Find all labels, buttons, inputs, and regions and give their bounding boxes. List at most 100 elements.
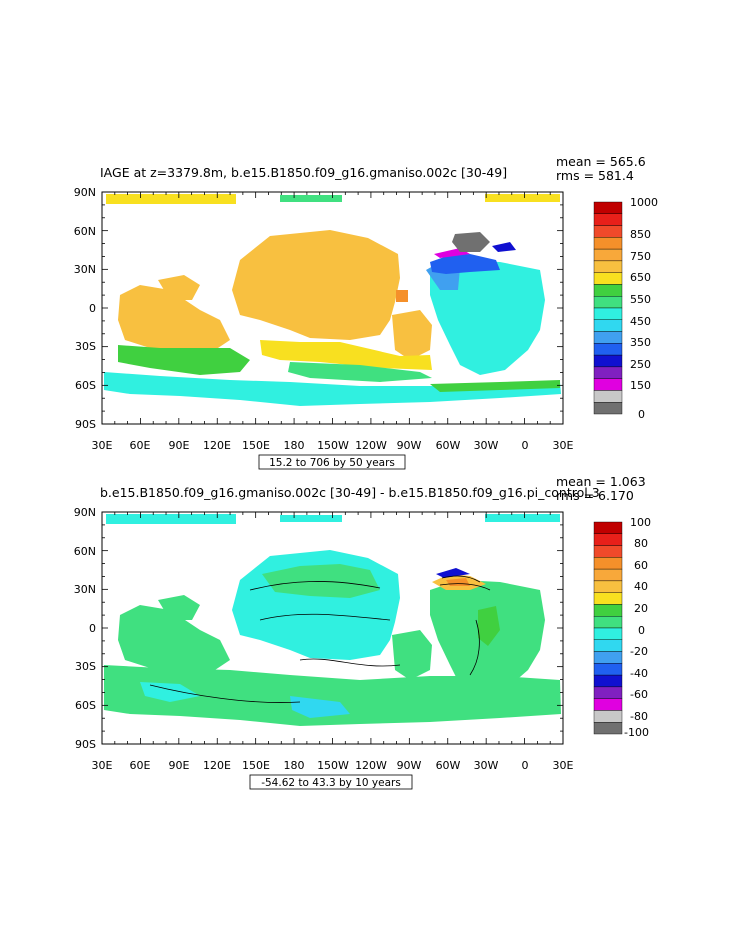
lon-label: 90E	[169, 759, 190, 772]
region-southern-ocean	[104, 665, 561, 726]
colorbar-swatch	[593, 710, 623, 723]
lat-label: 30N	[74, 263, 96, 276]
colorbar-swatch	[593, 402, 623, 415]
region-southern-ocean	[140, 682, 200, 702]
colorbar-swatch	[593, 284, 623, 297]
lon-label: 60E	[130, 439, 151, 452]
region-arctic-strip	[485, 514, 560, 522]
region-southern-band	[430, 380, 560, 392]
colorbar-swatch	[593, 521, 623, 534]
lon-label: 120W	[355, 439, 387, 452]
colorbar	[593, 201, 623, 415]
colorbar-label: 250	[630, 358, 651, 371]
lon-label: 60W	[436, 439, 461, 452]
lon-label: 60E	[130, 759, 151, 772]
region-indian-basin	[158, 595, 200, 620]
lat-label: 30N	[74, 583, 96, 596]
colorbar-label: 0	[638, 624, 645, 637]
colorbar-labels: 1000 850 750 650 550 450 350 250 150 0	[630, 196, 658, 421]
colorbar-swatch	[593, 663, 623, 676]
region-southern-band	[288, 362, 432, 382]
colorbar-label: 650	[630, 271, 651, 284]
region-arctic-strip	[485, 194, 560, 202]
colorbar-swatch	[593, 604, 623, 617]
colorbar-label: 100	[630, 516, 651, 529]
colorbar-swatch	[593, 213, 623, 226]
colorbar-label: -40	[630, 667, 648, 680]
colorbar-swatch	[593, 390, 623, 403]
lon-label: 30E	[553, 439, 574, 452]
iage-map-figure: IAGE at z=3379.8m, b.e15.B1850.f09_g16.g…	[74, 154, 658, 470]
region-pacific-basin	[392, 310, 432, 360]
lon-label: 90W	[397, 439, 422, 452]
range-box	[258, 454, 406, 470]
lon-label: 0	[522, 439, 529, 452]
lon-label: 180	[284, 439, 305, 452]
lon-label: 180	[284, 759, 305, 772]
region-arctic-strip	[280, 195, 342, 202]
rms-stat: rms = 6.170	[556, 488, 634, 503]
lon-label: 30E	[92, 759, 113, 772]
colorbar-swatch	[593, 686, 623, 699]
lon-label: 120W	[355, 759, 387, 772]
region-nadw-source	[452, 232, 490, 252]
lon-label: 150E	[242, 439, 270, 452]
colorbar-swatch	[593, 639, 623, 652]
region-nadw-source	[430, 254, 500, 274]
colorbar-swatch	[593, 722, 623, 735]
region-pacific-basin	[232, 230, 400, 340]
colorbar-swatch	[593, 272, 623, 285]
colorbar-label: 350	[630, 336, 651, 349]
lat-label: 90N	[74, 506, 96, 519]
region-southern-band	[118, 345, 250, 375]
colorbar-swatch	[593, 260, 623, 273]
region-nadw-source	[492, 242, 516, 252]
colorbar-swatch	[593, 307, 623, 320]
lat-labels: 90N 60N 30N 0 30S 60S 90S	[74, 506, 96, 751]
colorbar-swatch	[593, 354, 623, 368]
region-indian-basin	[118, 285, 230, 350]
diff-map-figure: b.e15.B1850.f09_g16.gmaniso.002c [30-49]…	[74, 474, 651, 790]
colorbar-label: -60	[630, 688, 648, 701]
diff-field	[104, 514, 561, 726]
colorbar-label: 60	[634, 559, 648, 572]
lon-label: 120E	[203, 439, 231, 452]
colorbar-label: 80	[634, 537, 648, 550]
colorbar-swatch	[593, 343, 623, 356]
colorbar-label: -20	[630, 645, 648, 658]
region-southern-band	[260, 340, 432, 370]
region-southern-ocean	[104, 372, 561, 406]
colorbar-labels: 100 80 60 40 20 0 -20 -40 -60 -80 -100	[624, 516, 651, 739]
colorbar-swatch	[593, 237, 623, 250]
colorbar-label: -100	[624, 726, 649, 739]
colorbar-swatch	[593, 557, 623, 570]
lat-label: 90S	[75, 418, 96, 431]
colorbar-swatch	[593, 616, 623, 629]
lat-label: 90N	[74, 186, 96, 199]
region-indian-basin	[118, 605, 230, 670]
colorbar-swatch	[593, 248, 623, 262]
lon-label: 90W	[397, 759, 422, 772]
colorbar-swatch	[593, 674, 623, 688]
lat-label: 90S	[75, 738, 96, 751]
colorbar-label: 750	[630, 250, 651, 263]
colorbar-swatch	[593, 592, 623, 605]
colorbar-swatch	[593, 201, 623, 214]
lat-label: 0	[89, 302, 96, 315]
mean-stat: mean = 1.063	[556, 474, 646, 489]
region-southern-ocean	[290, 696, 350, 718]
colorbar-swatch	[593, 651, 623, 664]
colorbar-label: 1000	[630, 196, 658, 209]
colorbar-swatch	[593, 627, 623, 640]
contour-lines	[149, 575, 491, 703]
colorbar-label: 20	[634, 602, 648, 615]
range-text: 15.2 to 706 by 50 years	[269, 457, 395, 469]
lon-label: 30W	[474, 759, 499, 772]
mean-stat: mean = 565.6	[556, 154, 646, 169]
rms-stat: rms = 581.4	[556, 168, 634, 183]
region-pacific-basin	[392, 630, 432, 680]
lon-label: 120E	[203, 759, 231, 772]
colorbar-label: -80	[630, 710, 648, 723]
colorbar-swatch	[593, 319, 623, 332]
colorbar-swatch	[593, 296, 623, 309]
